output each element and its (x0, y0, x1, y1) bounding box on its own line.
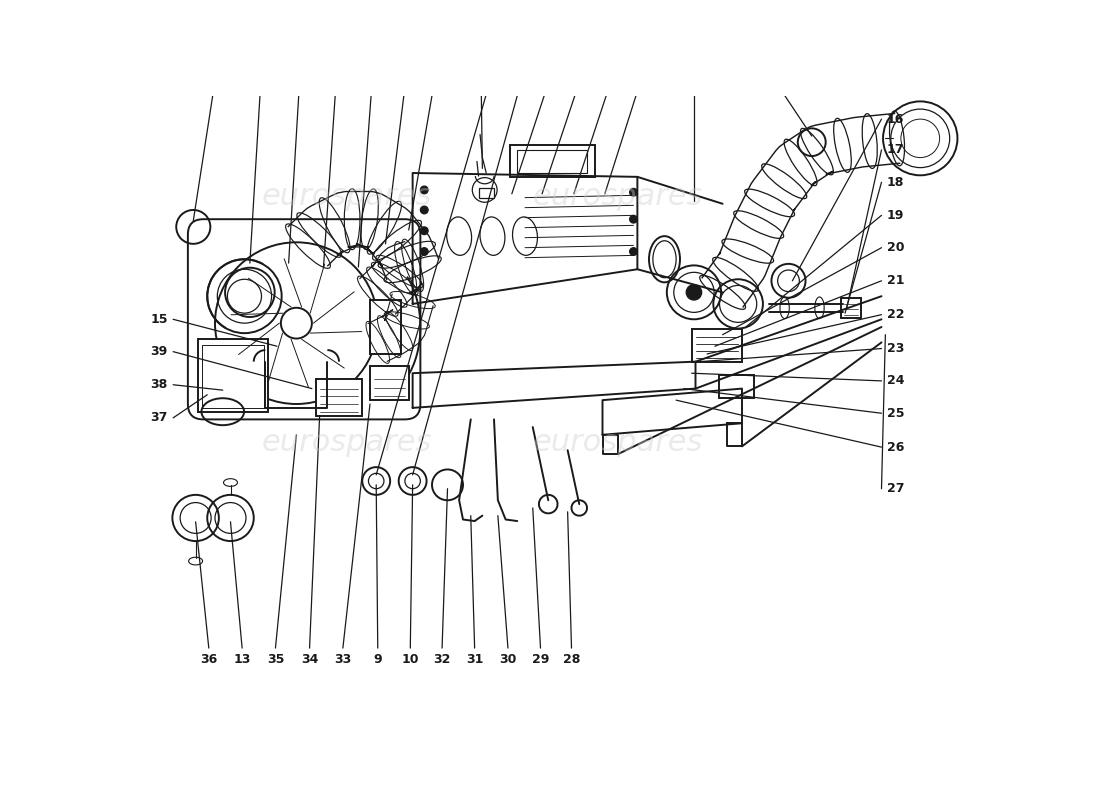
Text: 17: 17 (887, 143, 904, 157)
Circle shape (629, 215, 637, 223)
Text: 29: 29 (531, 653, 549, 666)
Text: 30: 30 (499, 653, 517, 666)
Text: 26: 26 (887, 441, 904, 454)
Text: 34: 34 (301, 653, 318, 666)
Bar (370, 366, 409, 400)
Text: 27: 27 (887, 482, 904, 495)
Bar (718, 374, 754, 398)
Text: eurospares: eurospares (532, 428, 703, 457)
Circle shape (629, 248, 637, 255)
Text: 15: 15 (151, 313, 168, 326)
Text: 13: 13 (233, 653, 251, 666)
Circle shape (686, 285, 702, 300)
Text: 9: 9 (373, 653, 382, 666)
Text: 24: 24 (887, 374, 904, 387)
Circle shape (420, 227, 428, 234)
Text: 25: 25 (887, 406, 904, 420)
Bar (842, 298, 860, 318)
Text: 39: 39 (151, 345, 168, 358)
Text: 21: 21 (887, 274, 904, 287)
Bar (509, 145, 595, 177)
FancyBboxPatch shape (188, 219, 420, 419)
Bar (370, 300, 402, 354)
Text: 23: 23 (887, 342, 904, 355)
Text: eurospares: eurospares (262, 182, 432, 210)
Text: 22: 22 (887, 308, 904, 321)
Text: 33: 33 (334, 653, 352, 666)
Text: 18: 18 (887, 176, 904, 189)
Bar (198, 338, 267, 412)
Bar (517, 150, 587, 173)
Text: eurospares: eurospares (532, 182, 703, 210)
Bar (478, 188, 494, 198)
Text: 38: 38 (151, 378, 168, 391)
Circle shape (629, 188, 637, 196)
Bar (201, 345, 264, 408)
Text: 32: 32 (433, 653, 451, 666)
Circle shape (420, 186, 428, 194)
Circle shape (420, 206, 428, 214)
Text: 20: 20 (887, 241, 904, 254)
Text: 35: 35 (267, 653, 284, 666)
Text: 10: 10 (402, 653, 419, 666)
Text: 28: 28 (563, 653, 580, 666)
Bar (692, 330, 742, 362)
Bar (316, 378, 362, 415)
Circle shape (420, 248, 428, 255)
Text: eurospares: eurospares (262, 428, 432, 457)
Text: 19: 19 (887, 209, 904, 222)
Text: 31: 31 (466, 653, 483, 666)
Text: 16: 16 (887, 113, 904, 126)
Text: 36: 36 (200, 653, 218, 666)
Text: 37: 37 (151, 411, 168, 424)
